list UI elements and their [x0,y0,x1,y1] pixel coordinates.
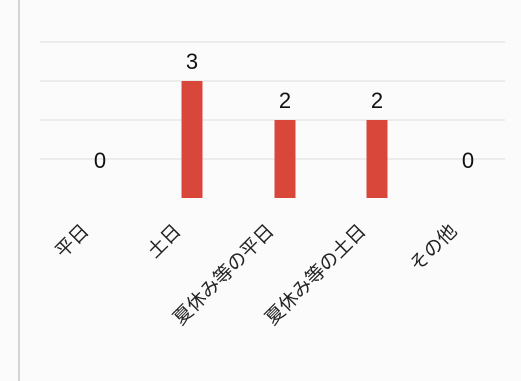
chart-frame-border [18,0,20,381]
grid-lines [40,41,505,160]
data-label: 0 [462,148,474,173]
category-label: その他 [406,220,462,276]
data-label: 2 [371,88,383,113]
bar [274,120,296,198]
data-labels: 0 3 2 2 0 [94,49,474,173]
category-label: 平日 [51,220,93,262]
category-label: 土日 [143,220,185,262]
bars [181,81,388,198]
data-label: 3 [186,49,198,74]
bar [366,120,388,198]
bar [181,81,203,198]
data-label: 2 [279,88,291,113]
data-label: 0 [94,148,106,173]
